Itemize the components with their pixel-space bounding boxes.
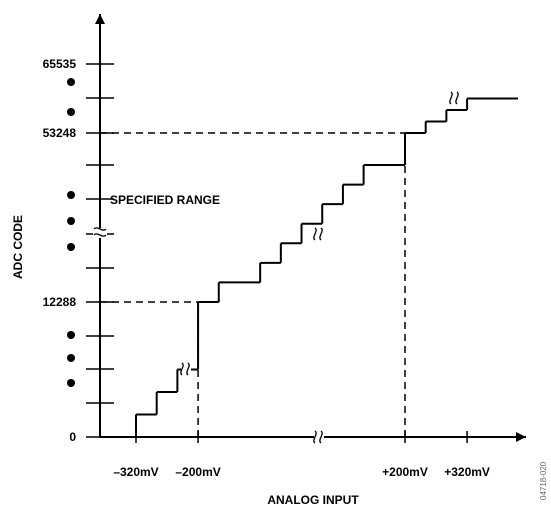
step-break [449,91,460,105]
y-axis-title: ADC CODE [11,215,25,279]
break-stroke [455,91,459,105]
break-mask [314,430,324,444]
ellipsis-dot [67,354,75,362]
x-tick-label: +200mV [382,465,428,479]
x-axis-ticks: –320mV –200mV +200mV +320mV [113,431,490,479]
ellipsis-dot [67,331,75,339]
x-tick-label: –200mV [175,465,220,479]
break-mask [181,362,191,376]
break-stroke [449,91,453,105]
series-layer [135,97,518,437]
break-mask [314,227,324,241]
x-tick-label: –320mV [113,465,158,479]
ellipsis-dot [67,108,75,116]
break-stroke [313,430,317,444]
break-stroke [93,227,107,231]
ellipsis-dot [67,217,75,225]
y-tick-label: 53248 [43,126,77,140]
break-mask [450,91,460,105]
step-break [180,362,191,376]
ellipsis-dots [67,78,75,387]
x-tick-label: +320mV [444,465,490,479]
ellipsis-dot [67,191,75,199]
y-tick-label: 12288 [43,295,77,309]
break-stroke [319,227,323,241]
reference-lines [100,132,406,437]
break-stroke [319,430,323,444]
break-stroke [93,233,107,237]
break-stroke [180,362,184,376]
figure-id: 04718-020 [539,461,548,500]
step-break [313,227,324,241]
x-axis-title: ANALOG INPUT [267,493,359,507]
break-stroke [313,227,317,241]
y-tick-label: 65535 [43,57,77,71]
ellipsis-dot [67,78,75,86]
axis-breaks [93,91,460,444]
break-stroke [186,362,190,376]
y-axis-ticks: 0 12288 53248 65535 [43,57,114,444]
x-axis-break [313,430,324,444]
annotation-specified-range: SPECIFIED RANGE [110,193,220,207]
y-tick-label: 0 [69,430,76,444]
ellipsis-dot [67,379,75,387]
ellipsis-dot [67,243,75,251]
y-axis-break [93,227,107,238]
